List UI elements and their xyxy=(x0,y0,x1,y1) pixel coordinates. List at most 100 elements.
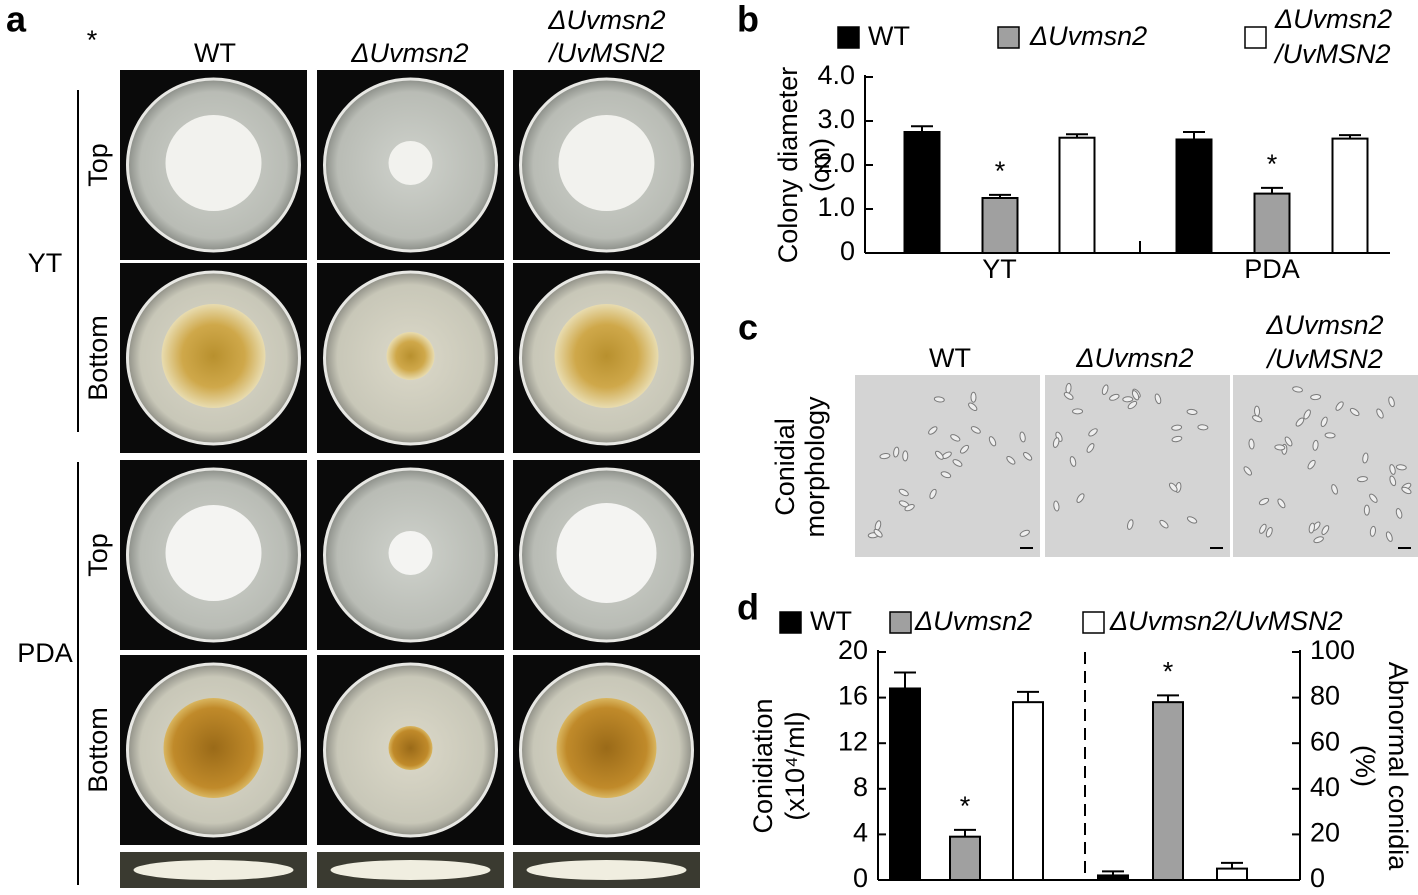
colony xyxy=(165,115,262,211)
y-tick-label: 12 xyxy=(838,726,868,756)
micrograph xyxy=(1045,375,1230,557)
conidium xyxy=(1197,424,1209,431)
conidium xyxy=(1369,525,1376,537)
legend-swatch xyxy=(889,611,912,634)
y2-tick-label: 80 xyxy=(1310,681,1340,711)
y2-label: (%) xyxy=(1350,745,1380,787)
y-tick-label: 3.0 xyxy=(817,104,855,134)
conidium xyxy=(1277,498,1286,509)
conidium xyxy=(1369,493,1378,503)
panel-a: a * WT ΔUvmsn2 ΔUvmsn2/UvMSN2 Top Bottom Top Bot… xyxy=(6,0,700,888)
conidium xyxy=(1308,522,1315,534)
colony xyxy=(163,698,264,798)
legend-label: ΔUvmsn2 xyxy=(1029,21,1147,51)
conidium xyxy=(1109,393,1120,401)
conidium xyxy=(970,426,981,434)
conidium xyxy=(1101,384,1109,396)
panel-b: b 0 1.0 2.0 3.0 4.0 Colony diameter (cm) WT ΔUvms… xyxy=(737,0,1392,284)
legend-label: WT xyxy=(868,21,910,51)
panel-label: c xyxy=(738,307,758,348)
bar xyxy=(1012,701,1044,881)
legend-swatch xyxy=(997,26,1020,49)
y-tick-label: 16 xyxy=(838,681,868,711)
y-label: Conidiation xyxy=(748,698,778,833)
annotation: * xyxy=(1267,149,1278,179)
bar xyxy=(981,197,1019,254)
conidium xyxy=(1127,400,1138,410)
conidium xyxy=(959,444,970,454)
annotation: * xyxy=(995,156,1006,186)
column-label: ΔUvmsn2 xyxy=(1075,343,1193,373)
conidium xyxy=(1171,424,1183,431)
conidium xyxy=(1395,508,1403,519)
y2-tick-label: 20 xyxy=(1310,818,1340,848)
legend-label: WT xyxy=(810,606,852,636)
y-tick-label: 8 xyxy=(853,772,868,802)
row-label: Bottom xyxy=(83,315,113,401)
y-tick-label: 0 xyxy=(840,236,855,266)
conidium xyxy=(1312,439,1319,451)
conidium xyxy=(1069,456,1077,467)
conidium xyxy=(1131,390,1140,401)
bar xyxy=(889,687,921,881)
column-label: WT xyxy=(929,343,971,373)
conidium xyxy=(879,453,891,460)
conidium xyxy=(1349,407,1360,417)
conidium xyxy=(1019,431,1026,443)
conidium xyxy=(1243,466,1253,476)
conidium xyxy=(1395,464,1407,471)
y-tick-label: 4.0 xyxy=(817,60,855,90)
row-label: Top xyxy=(83,143,113,187)
conidium xyxy=(1248,438,1255,450)
conidium xyxy=(1063,391,1074,400)
conidium xyxy=(1389,475,1397,487)
conidium xyxy=(1127,519,1134,530)
conidium xyxy=(893,446,900,458)
row-label: Bottom xyxy=(83,707,113,793)
y-tick-label: 1.0 xyxy=(817,192,855,222)
annotation: * xyxy=(960,791,971,821)
conidium xyxy=(1154,393,1162,405)
conidium xyxy=(968,402,978,412)
medium-label: PDA xyxy=(17,638,73,668)
conidium xyxy=(1168,482,1178,492)
conidium xyxy=(1331,484,1338,495)
conidium xyxy=(1052,437,1060,448)
y-tick-label: 4 xyxy=(853,818,868,848)
conidium xyxy=(935,450,944,460)
conidium xyxy=(1076,493,1085,503)
legend-label: ΔUvmsn2/UvMSN2 xyxy=(1109,606,1343,636)
bar xyxy=(1058,136,1096,254)
y2-label: Abnormal conidia xyxy=(1383,662,1413,872)
column-label: ΔUvmsn2 xyxy=(1265,310,1383,340)
conidium xyxy=(1284,436,1293,447)
conidium xyxy=(1310,394,1322,401)
conidium xyxy=(952,459,963,467)
y-label: morphology xyxy=(800,396,830,538)
annotation: * xyxy=(1163,656,1174,686)
conidium xyxy=(1265,527,1273,538)
x-tick-label: YT xyxy=(982,254,1017,284)
conidium xyxy=(1295,417,1305,427)
conidium xyxy=(1335,401,1344,411)
bar xyxy=(903,131,941,254)
panel-c: c WT ΔUvmsn2 ΔUvmsn2/UvMSN2 Conidial morpholo… xyxy=(738,307,1418,557)
conidium xyxy=(970,391,977,403)
bar xyxy=(1331,137,1369,255)
conidium xyxy=(1159,519,1169,529)
conidium xyxy=(1303,409,1311,420)
conidium xyxy=(1363,504,1370,516)
conidium xyxy=(1307,459,1316,470)
conidium xyxy=(950,434,961,442)
conidium xyxy=(1292,386,1303,393)
conidium xyxy=(1313,536,1324,544)
column-label: WT xyxy=(194,38,236,68)
y-label: Conidial xyxy=(770,418,800,516)
conidium xyxy=(1258,497,1270,506)
conidium xyxy=(1006,455,1016,465)
column-label: ΔUvmsn2 xyxy=(350,38,468,68)
y2-tick-label: 40 xyxy=(1310,772,1340,802)
conidium xyxy=(1252,415,1263,423)
conidium xyxy=(1385,531,1393,542)
conidium xyxy=(898,488,909,497)
